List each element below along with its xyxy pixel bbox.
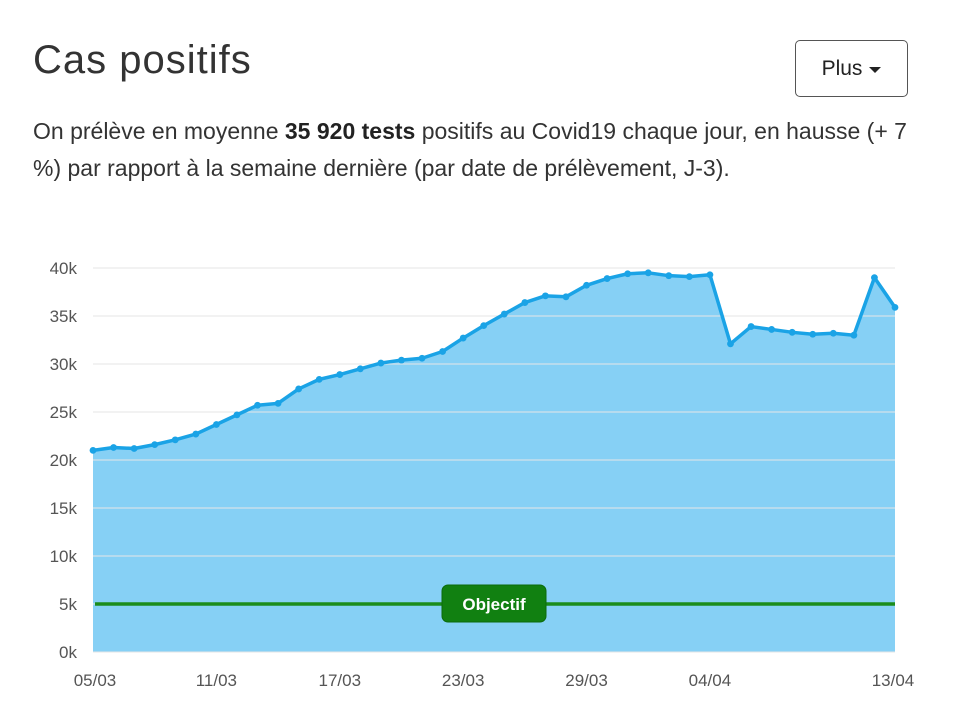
data-point [356, 365, 364, 373]
x-tick-label: 23/03 [442, 671, 485, 690]
data-point [295, 385, 303, 393]
summary-intro: On prélève en moyenne [33, 118, 285, 144]
objective-badge [441, 584, 547, 623]
x-tick-label: 13/04 [872, 671, 915, 690]
data-point [110, 444, 117, 451]
data-point [583, 281, 590, 289]
x-tick-label: 04/04 [689, 671, 732, 690]
data-point [850, 331, 858, 339]
data-point [336, 371, 344, 378]
y-tick-label: 10k [50, 547, 78, 566]
data-point [274, 399, 282, 407]
y-tick-label: 30k [50, 355, 78, 374]
more-dropdown-button[interactable]: Plus [795, 40, 908, 97]
series-area [93, 272, 895, 652]
data-point [212, 421, 220, 428]
summary-highlight: 35 920 tests [284, 118, 416, 144]
data-point [459, 334, 467, 342]
data-point [829, 329, 837, 337]
y-tick-label: 20k [50, 451, 78, 470]
x-tick-label: 11/03 [196, 671, 237, 690]
data-point [788, 328, 796, 336]
y-tick-label: 40k [50, 259, 78, 278]
data-point [254, 401, 261, 409]
y-tick-label: 35k [50, 307, 78, 326]
x-tick-label: 17/03 [318, 671, 361, 690]
series-line [92, 271, 897, 453]
data-point [151, 441, 159, 449]
summary-rest: positifs au Covid19 chaque jour, en haus… [33, 118, 907, 181]
summary-text: On prélève en moyenne 35 920 tests posit… [33, 113, 928, 187]
caret-down-icon [869, 67, 882, 73]
page-title: Cas positifs [33, 38, 252, 82]
data-point [439, 348, 446, 355]
data-point [768, 326, 776, 333]
y-tick-label: 0k [59, 643, 77, 662]
data-point [89, 447, 97, 454]
objective-label: Objectif [462, 595, 526, 614]
data-point [171, 436, 179, 444]
data-point [891, 303, 899, 311]
data-point [665, 272, 673, 280]
more-button-label: Plus [821, 56, 863, 80]
y-tick-label: 25k [50, 403, 78, 422]
data-point [603, 275, 611, 282]
data-point [542, 292, 549, 300]
y-tick-label: 15k [50, 499, 78, 518]
x-tick-label: 29/03 [565, 671, 608, 690]
data-point [233, 411, 241, 419]
x-tick-label: 05/03 [74, 671, 117, 690]
data-point [706, 271, 714, 279]
data-point [624, 270, 632, 278]
data-point [500, 310, 508, 318]
data-point [685, 273, 693, 281]
data-point [871, 274, 878, 281]
data-point [130, 445, 138, 452]
data-point [398, 356, 405, 364]
data-point [315, 375, 323, 383]
data-point [192, 430, 200, 438]
data-point [480, 322, 488, 329]
data-point [747, 323, 755, 330]
data-point [644, 269, 652, 277]
data-point [418, 354, 426, 362]
data-point [377, 359, 385, 367]
data-point [727, 340, 734, 348]
data-point [562, 293, 570, 301]
y-tick-label: 5k [59, 595, 77, 614]
data-point [521, 299, 529, 306]
data-point [809, 330, 817, 338]
